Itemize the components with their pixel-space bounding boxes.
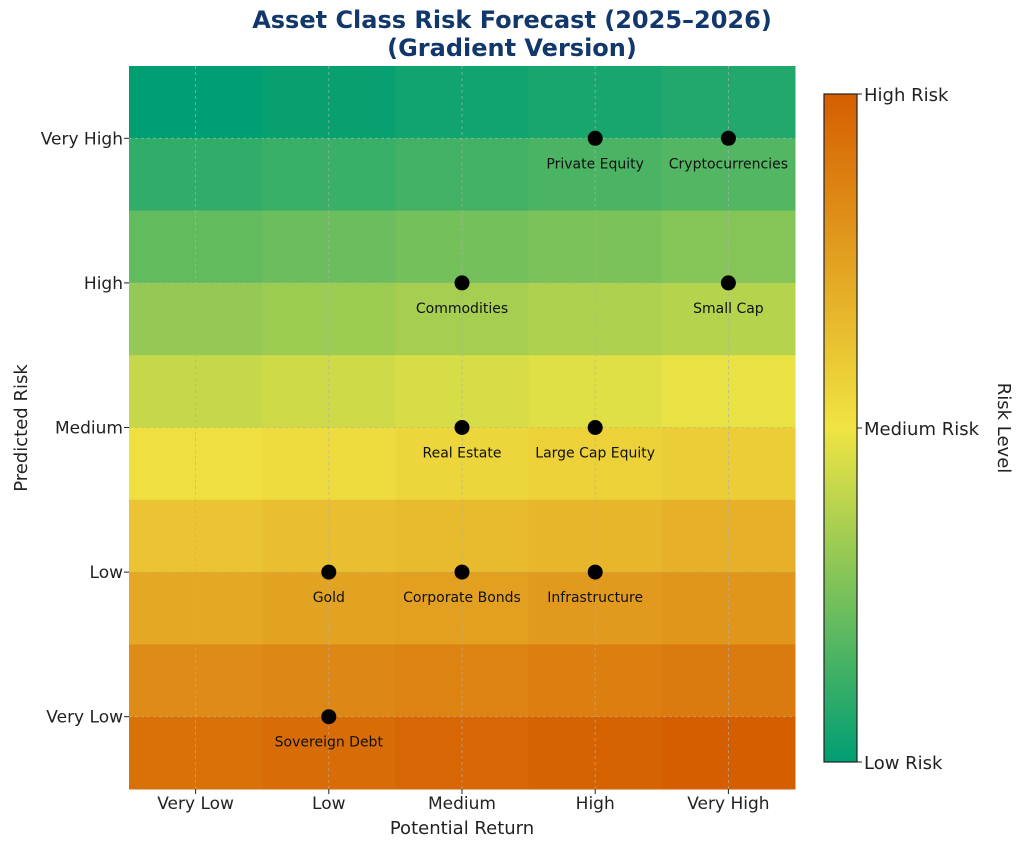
y-tick-label: Medium [55,419,123,439]
data-point-label: Infrastructure [547,590,643,606]
data-points: Private Equity Cryptocurrencies Commoditie… [275,130,788,751]
chart-title-line1: Asset Class Risk Forecast (2025–2026) [252,6,772,34]
colorbar-tick-label: Medium Risk [864,419,980,440]
y-tick-label: Low [90,563,124,583]
x-tick-label: High [576,794,615,814]
y-tick-label: Very Low [46,708,123,728]
colorbar-tick-label: High Risk [864,85,949,106]
data-point [321,564,337,580]
colorbar-label: Risk Level [993,383,1014,474]
chart-title-line2: (Gradient Version) [387,34,637,62]
data-point-label: Sovereign Debt [275,735,384,751]
data-point [454,564,470,580]
chart-title: Asset Class Risk Forecast (2025–2026) (G… [0,6,1024,62]
data-point-label: Commodities [416,301,508,317]
x-tick-label: Very High [687,794,769,814]
colorbar-gradient [823,93,858,763]
data-point [321,709,337,725]
x-tick-label: Low [312,794,346,814]
x-axis-ticks: Very Low Low Medium High Very High [157,789,770,814]
data-point [720,130,736,146]
data-point-label: Large Cap Equity [535,446,655,462]
data-point-label: Gold [313,590,345,606]
data-point-label: Corporate Bonds [403,590,521,606]
data-point-label: Small Cap [693,301,764,317]
data-point-label: Private Equity [546,156,644,172]
y-tick-label: High [84,274,123,294]
colorbar-tick-label: Low Risk [864,753,943,774]
colorbar-ticks: Low Risk Medium Risk High Risk [857,85,980,774]
y-axis-ticks: Very Low Low Medium High Very High [41,129,129,728]
x-axis-label: Potential Return [390,818,534,839]
data-point [587,130,603,146]
data-point-label: Cryptocurrencies [669,156,788,172]
data-point [720,275,736,291]
data-point [587,420,603,435]
colorbar: Low Risk Medium Risk High Risk Risk Level [823,85,1014,774]
y-axis-label: Predicted Risk [11,364,32,492]
y-tick-label: Very High [41,129,123,149]
x-tick-label: Very Low [157,794,234,814]
data-point-label: Real Estate [423,446,502,462]
x-tick-label: Medium [428,794,496,814]
data-point [454,275,470,291]
data-point [454,420,470,435]
data-point [587,564,603,580]
